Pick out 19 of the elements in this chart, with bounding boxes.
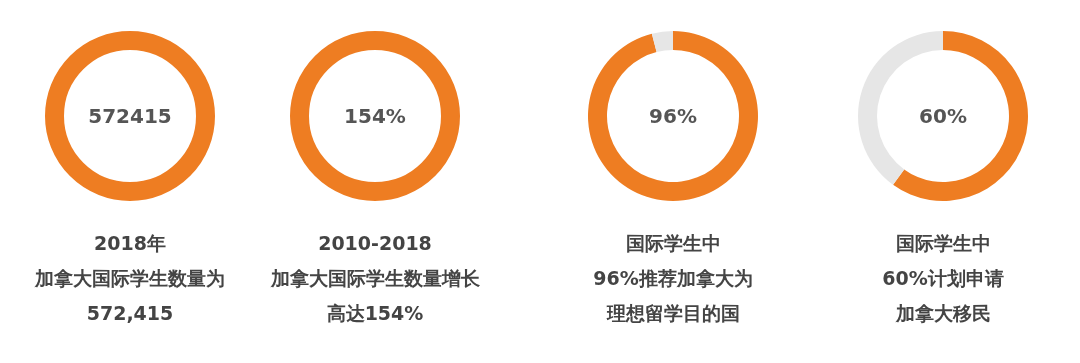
text: 2018年 (94, 232, 166, 254)
text: 96%推荐加拿大为 (593, 267, 753, 289)
text: 国际学生中 (625, 232, 721, 254)
text: 国际学生中 (895, 232, 991, 254)
text: 60% (919, 104, 967, 128)
text: 加拿大国际学生数量为 (34, 267, 225, 289)
donut-slice (651, 31, 673, 53)
text: 加拿大国际学生数量增长 (269, 267, 481, 289)
text: 572,415 (86, 302, 174, 324)
text: 理想留学目的国 (605, 302, 740, 324)
text: 高达154% (326, 302, 424, 324)
donut-slice (588, 31, 758, 201)
text: 60%计划申请 (882, 267, 1004, 289)
text: 154% (344, 104, 406, 128)
text: 96% (649, 104, 697, 128)
text: 2010-2018 (318, 232, 432, 254)
text: 加拿大移民 (894, 302, 991, 324)
text: 572415 (88, 104, 172, 128)
donut-slice (893, 31, 1028, 201)
